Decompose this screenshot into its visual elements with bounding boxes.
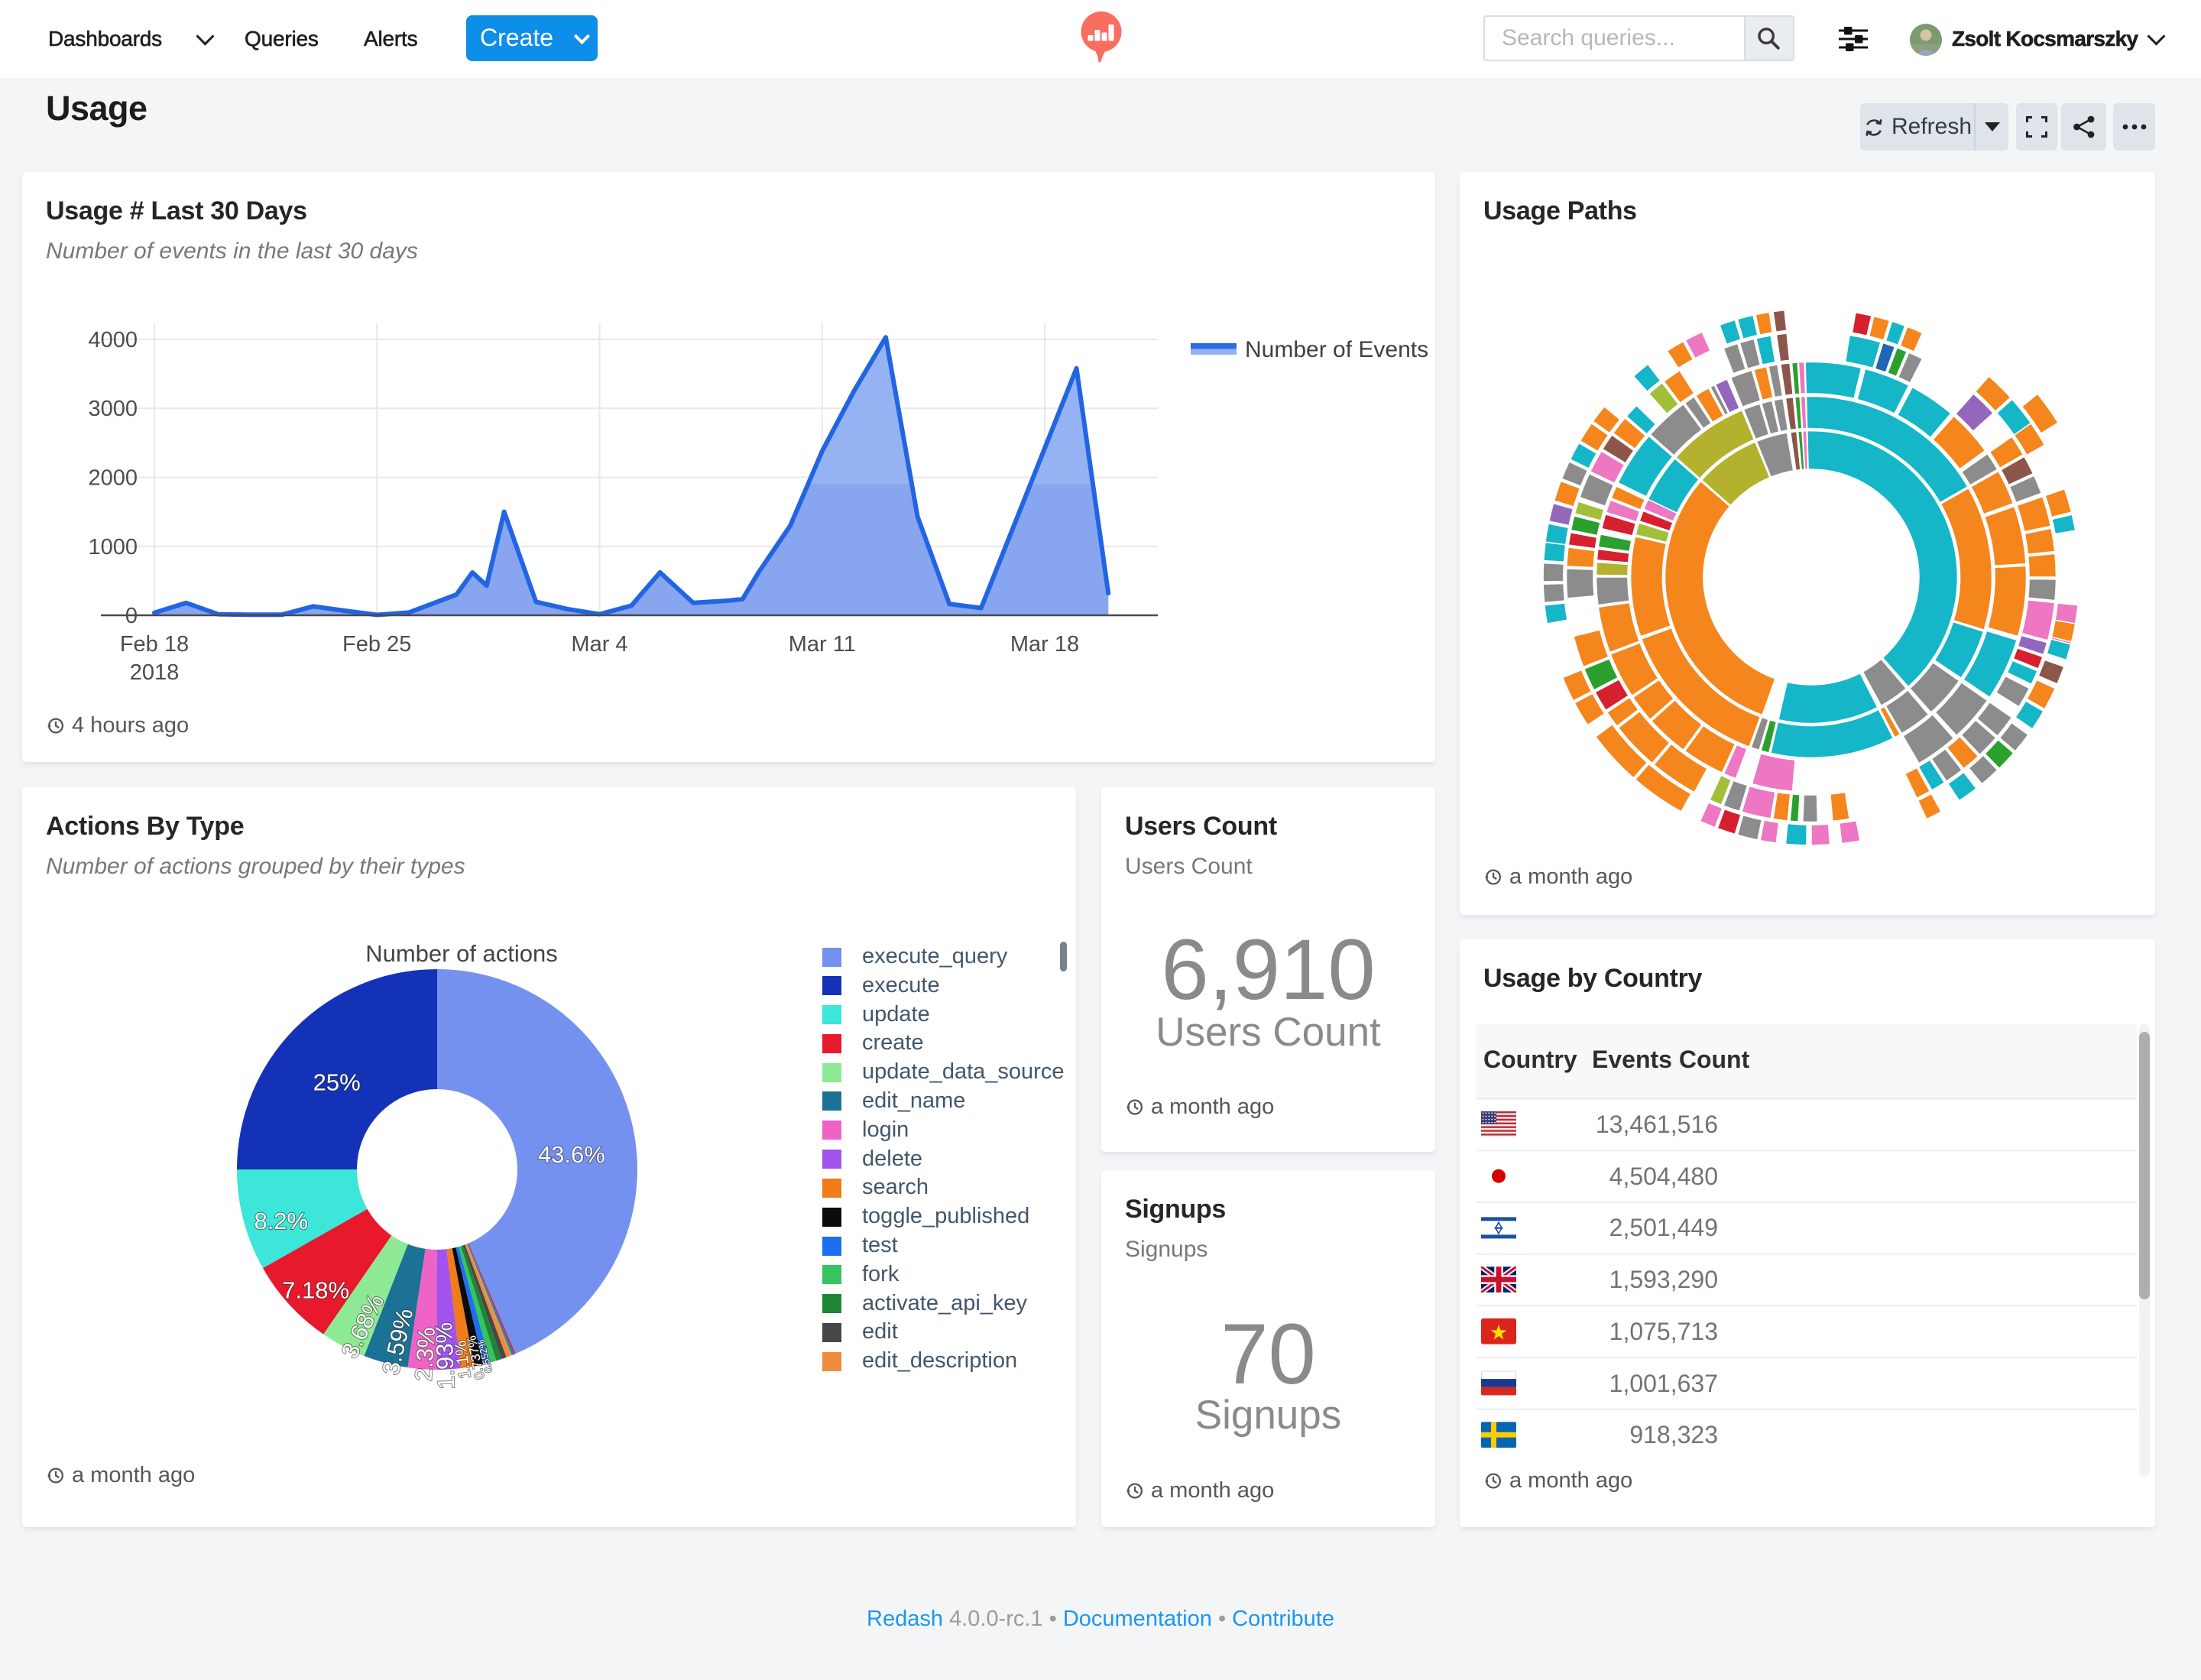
svg-text:1.93%: 1.93% (430, 1322, 459, 1390)
svg-text:Number of Events: Number of Events (1245, 337, 1428, 362)
svg-text:0: 0 (125, 604, 138, 628)
svg-text:Feb 18: Feb 18 (120, 632, 189, 657)
svg-text:43.6%: 43.6% (538, 1141, 605, 1168)
svg-text:4000: 4000 (88, 328, 138, 352)
svg-text:Feb 25: Feb 25 (342, 632, 411, 657)
svg-text:7.18%: 7.18% (282, 1277, 349, 1304)
svg-text:Mar 18: Mar 18 (1010, 632, 1079, 657)
svg-text:25%: 25% (313, 1069, 361, 1096)
svg-text:3000: 3000 (88, 397, 138, 421)
svg-text:8.2%: 8.2% (254, 1208, 308, 1234)
svg-text:2018: 2018 (130, 660, 180, 685)
svg-text:2.3%: 2.3% (410, 1326, 440, 1382)
svg-text:Mar 4: Mar 4 (571, 632, 627, 657)
svg-text:Mar 11: Mar 11 (789, 632, 856, 657)
svg-text:2000: 2000 (88, 466, 138, 491)
svg-text:1000: 1000 (88, 535, 138, 559)
